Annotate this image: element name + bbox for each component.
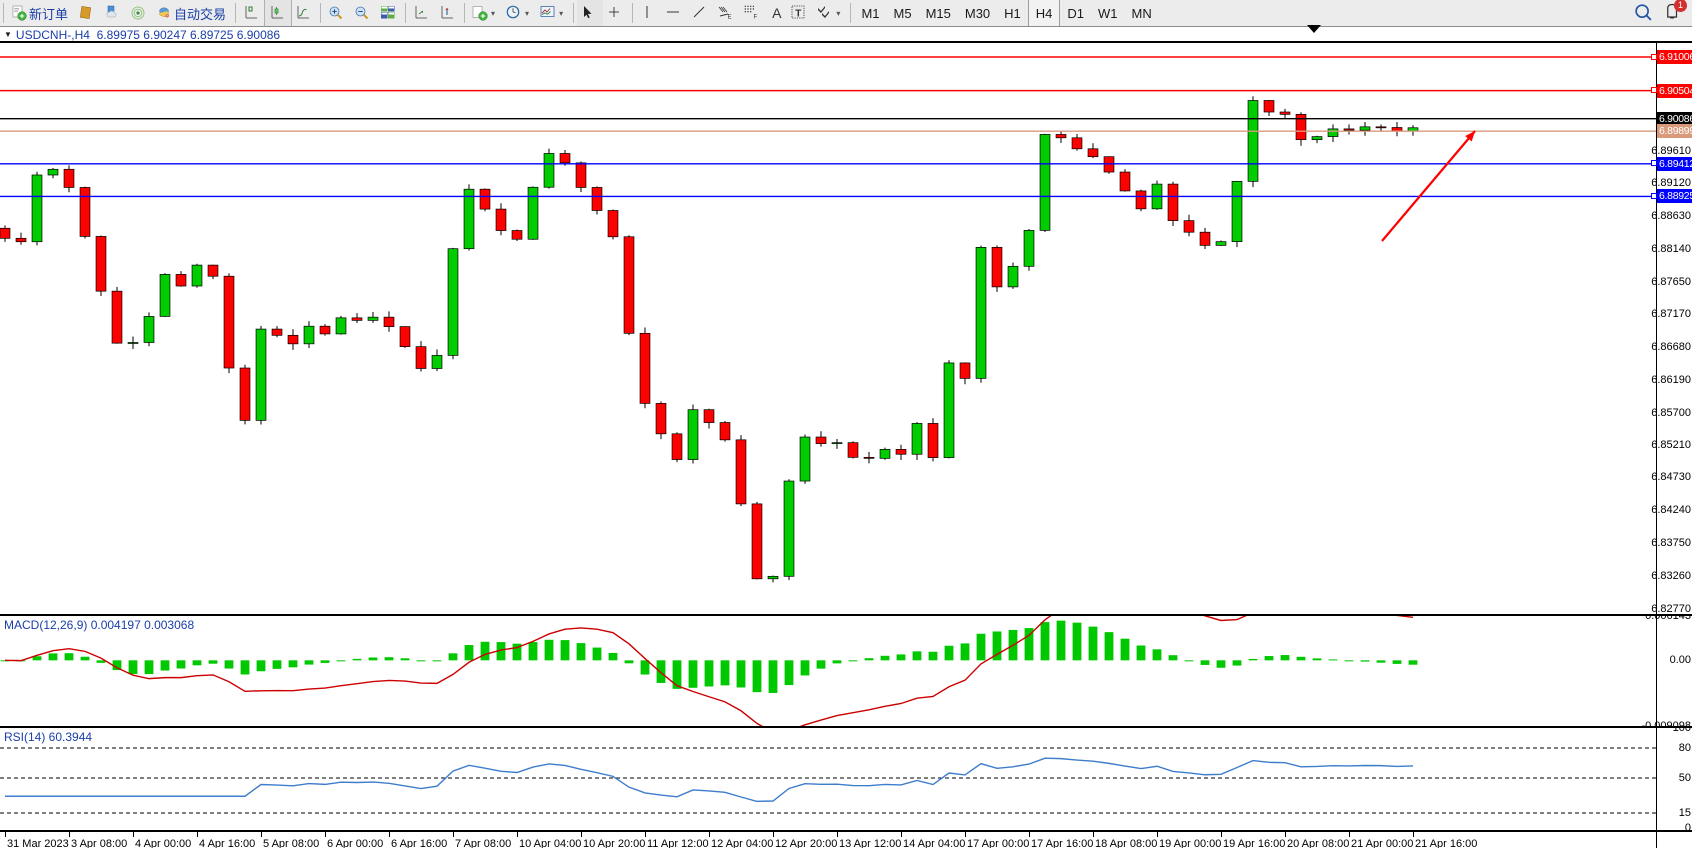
svg-text:E: E: [728, 15, 732, 21]
svg-text:F: F: [754, 15, 758, 21]
svg-text:T: T: [796, 9, 802, 20]
